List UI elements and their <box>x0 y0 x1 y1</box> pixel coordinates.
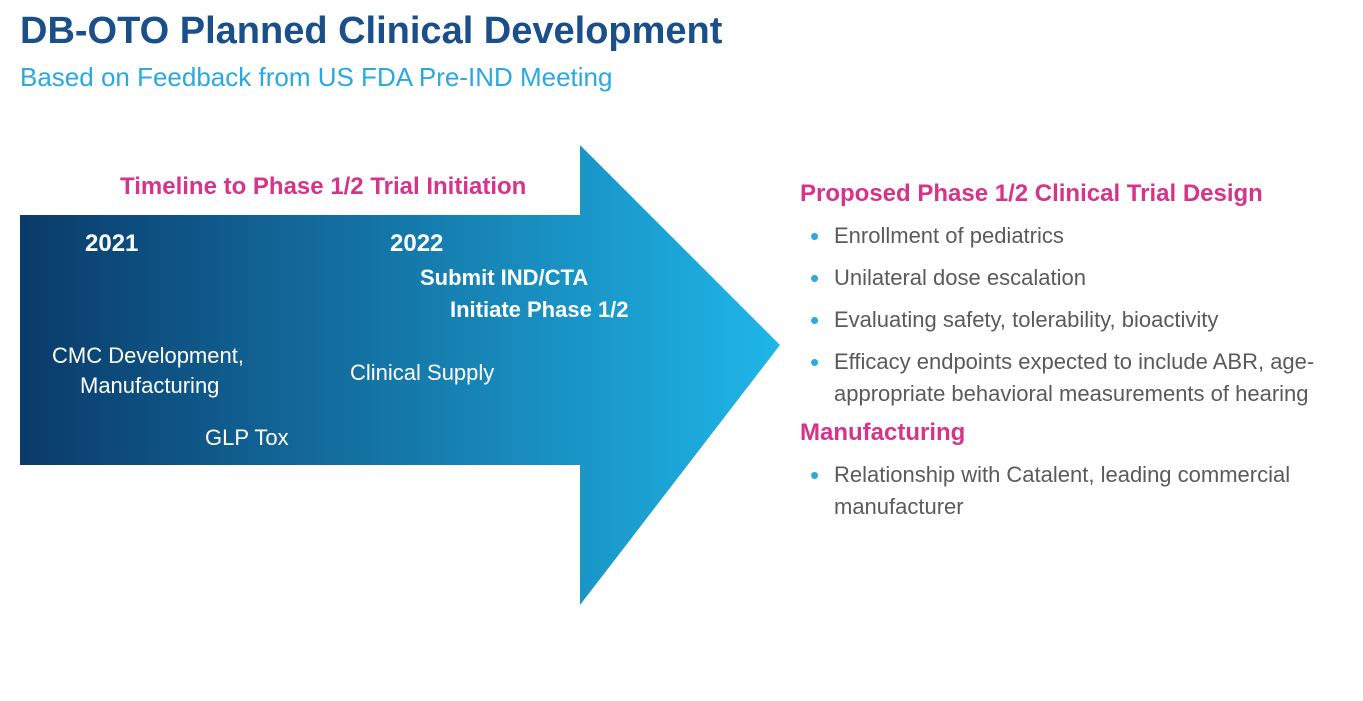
trial-design-list: Enrollment of pediatrics Unilateral dose… <box>800 220 1340 409</box>
timeline-glp-tox: GLP Tox <box>205 425 289 451</box>
timeline-year-2021: 2021 <box>85 230 138 258</box>
list-item: Unilateral dose escalation <box>800 262 1340 294</box>
list-item: Relationship with Catalent, leading comm… <box>800 459 1340 523</box>
timeline-clinical-supply: Clinical Supply <box>350 360 494 386</box>
page-title: DB-OTO Planned Clinical Development <box>20 10 722 53</box>
timeline-submit-label: Submit IND/CTA <box>420 265 588 291</box>
timeline-cmc-line1: CMC Development, <box>52 343 244 369</box>
list-item: Enrollment of pediatrics <box>800 220 1340 252</box>
trial-design-heading: Proposed Phase 1/2 Clinical Trial Design <box>800 180 1340 208</box>
right-column: Proposed Phase 1/2 Clinical Trial Design… <box>800 170 1340 533</box>
timeline-cmc-line2: Manufacturing <box>80 373 219 399</box>
timeline-region: Timeline to Phase 1/2 Trial Initiation 2… <box>20 145 780 615</box>
list-item: Efficacy endpoints expected to include A… <box>800 346 1340 410</box>
page-subtitle: Based on Feedback from US FDA Pre-IND Me… <box>20 62 612 93</box>
manufacturing-list: Relationship with Catalent, leading comm… <box>800 459 1340 523</box>
manufacturing-heading: Manufacturing <box>800 419 1340 447</box>
list-item: Evaluating safety, tolerability, bioacti… <box>800 304 1340 336</box>
timeline-initiate-label: Initiate Phase 1/2 <box>450 297 629 323</box>
timeline-year-2022: 2022 <box>390 230 443 258</box>
